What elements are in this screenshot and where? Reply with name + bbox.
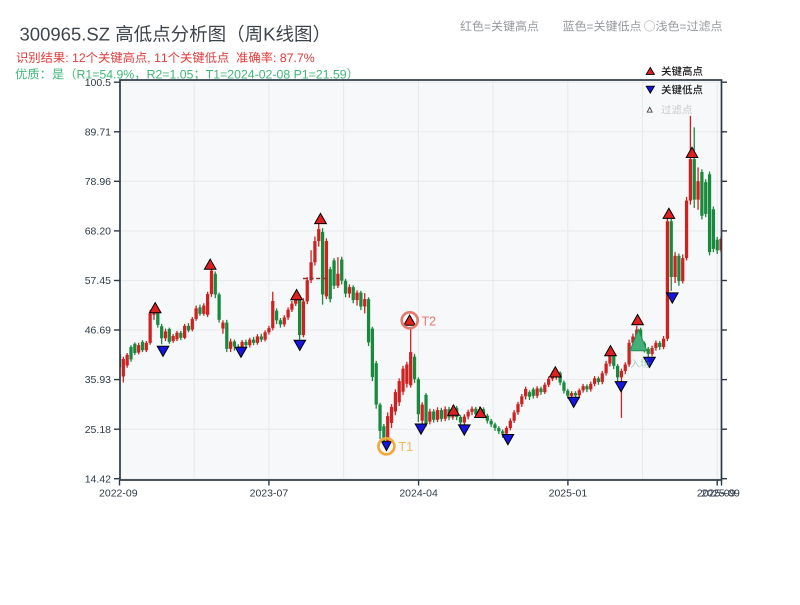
svg-text:T1: T1 [399, 440, 414, 454]
svg-text:68.20: 68.20 [85, 226, 111, 238]
svg-text:14.42: 14.42 [85, 473, 111, 485]
svg-text:78.96: 78.96 [85, 176, 111, 188]
svg-text:2025-09: 2025-09 [697, 488, 736, 500]
svg-text:2023-07: 2023-07 [250, 488, 289, 500]
svg-text:2024-04: 2024-04 [399, 488, 438, 500]
svg-text:46.69: 46.69 [85, 325, 111, 337]
svg-text:57.45: 57.45 [85, 275, 111, 287]
svg-text:2025-09: 2025-09 [701, 488, 740, 500]
svg-text:2022-09: 2022-09 [99, 488, 138, 500]
svg-text:89.71: 89.71 [85, 126, 111, 138]
svg-text:100.5: 100.5 [85, 77, 111, 89]
svg-text:2025-01: 2025-01 [549, 488, 588, 500]
svg-text:25.18: 25.18 [85, 424, 111, 436]
svg-text:35.93: 35.93 [85, 374, 111, 386]
svg-text:T2: T2 [422, 314, 437, 328]
